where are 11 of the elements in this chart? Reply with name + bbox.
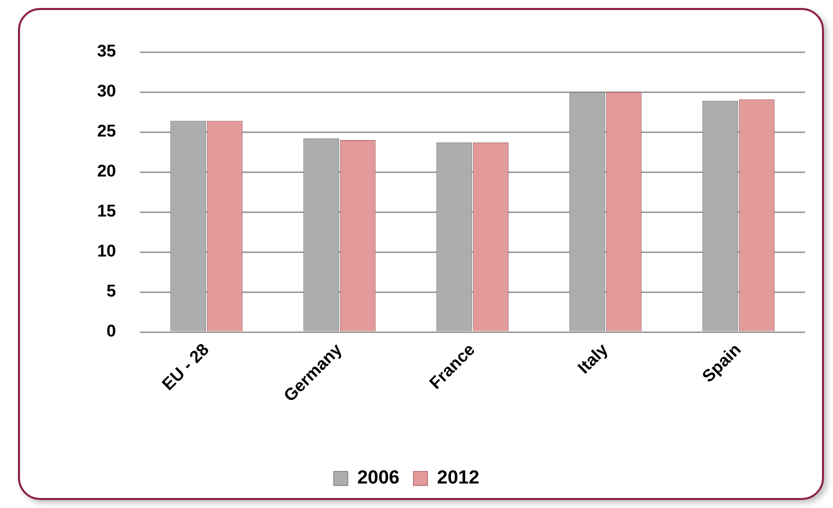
- y-tick-label: 25: [97, 122, 116, 141]
- y-tick-label: 5: [106, 282, 116, 301]
- y-tick-label: 20: [97, 162, 116, 181]
- legend-label: 2006: [357, 468, 400, 489]
- y-tick-label: 0: [106, 322, 116, 341]
- y-tick-label: 35: [97, 42, 116, 61]
- y-tick-label: 15: [97, 202, 116, 221]
- x-tick-label: EU - 28: [158, 340, 213, 394]
- y-tick-label: 30: [97, 82, 116, 101]
- legend-label: 2012: [437, 468, 480, 489]
- y-tick-label: 10: [97, 242, 116, 261]
